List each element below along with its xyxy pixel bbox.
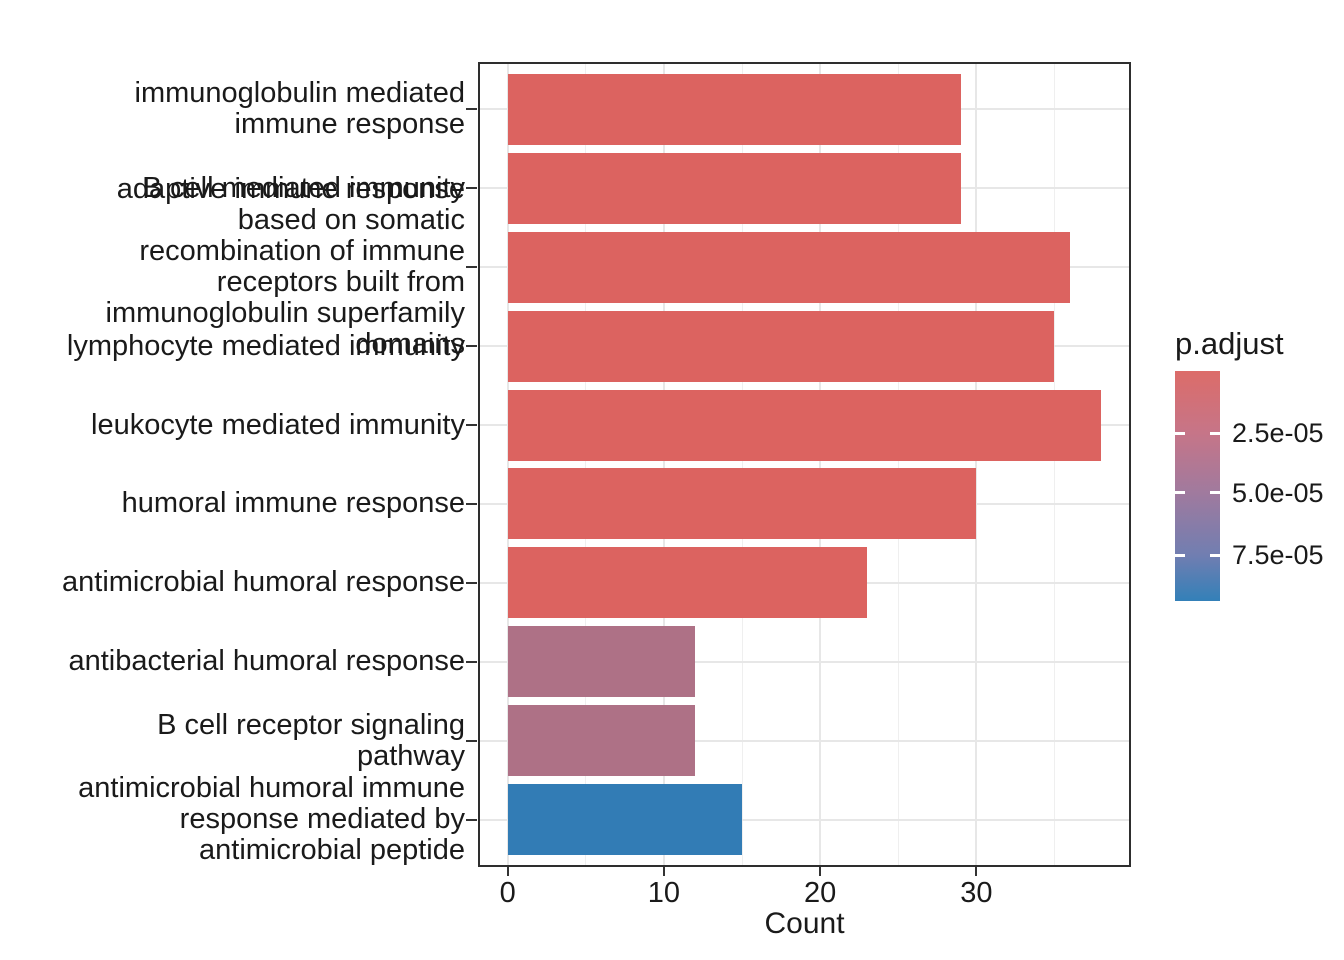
gridline-major-y xyxy=(478,739,1131,742)
y-tick-mark xyxy=(466,818,477,821)
y-tick-mark xyxy=(466,581,477,584)
legend-tick-label: 5.0e-05 xyxy=(1232,477,1324,508)
legend-tick-mark xyxy=(1175,431,1185,435)
y-axis-label: adaptive immune response based on somati… xyxy=(105,173,465,361)
x-tick-label: 10 xyxy=(647,877,681,909)
y-tick-mark xyxy=(466,660,477,663)
gridline-minor-x xyxy=(1053,62,1055,867)
x-axis-title: Count xyxy=(764,907,845,940)
bar xyxy=(507,231,1071,303)
legend-tick-mark xyxy=(1175,491,1185,495)
legend-tick-mark xyxy=(1210,491,1220,495)
y-tick-mark xyxy=(466,345,477,348)
y-axis-label: antimicrobial humoral immune response me… xyxy=(78,772,465,867)
x-tick-label: 20 xyxy=(803,877,837,909)
plot-panel xyxy=(478,62,1131,867)
bar xyxy=(507,468,977,540)
legend-gradient-bar xyxy=(1175,371,1220,601)
y-axis-label: lymphocyte mediated immunity xyxy=(66,329,465,362)
y-axis-label: immunoglobulin mediated immune response xyxy=(134,77,465,141)
gridline-minor-x xyxy=(585,62,587,867)
y-tick-mark xyxy=(466,424,477,427)
legend-tick-mark xyxy=(1175,553,1185,557)
bar xyxy=(507,784,742,856)
y-axis-label: B cell mediated immunity xyxy=(142,171,465,204)
y-axis-label: leukocyte mediated immunity xyxy=(91,408,465,441)
gridline-major-x xyxy=(506,62,509,867)
gridline-major-x xyxy=(662,62,665,867)
y-axis-label: antimicrobial humoral response xyxy=(62,566,465,599)
bar xyxy=(507,626,696,698)
legend-tick-mark xyxy=(1210,431,1220,435)
x-tick-label: 0 xyxy=(499,877,516,909)
bar xyxy=(507,152,961,224)
y-tick-mark xyxy=(466,266,477,269)
legend-tick-label: 2.5e-05 xyxy=(1232,418,1324,449)
y-tick-mark xyxy=(466,502,477,505)
gridline-minor-x xyxy=(741,62,743,867)
x-tick-mark xyxy=(662,867,665,876)
y-axis-label: antibacterial humoral response xyxy=(68,645,465,678)
bar xyxy=(507,310,1055,382)
y-axis-label: humoral immune response xyxy=(121,487,465,520)
legend-title: p.adjust xyxy=(1175,326,1284,361)
gridline-major-x xyxy=(819,62,822,867)
y-tick-mark xyxy=(466,187,477,190)
y-axis-label: B cell receptor signaling pathway xyxy=(157,708,465,772)
gridline-major-y xyxy=(478,660,1131,663)
x-tick-mark xyxy=(819,867,822,876)
x-tick-mark xyxy=(506,867,509,876)
gridline-minor-x xyxy=(897,62,899,867)
legend-tick-label: 7.5e-05 xyxy=(1232,540,1324,570)
bar xyxy=(507,705,696,777)
x-tick-mark xyxy=(975,867,978,876)
gridline-major-x xyxy=(975,62,978,867)
bar xyxy=(507,389,1102,461)
x-tick-label: 30 xyxy=(960,877,993,909)
y-tick-mark xyxy=(466,739,477,742)
y-tick-mark xyxy=(466,108,477,111)
gridline-major-y xyxy=(478,818,1131,821)
legend-tick-mark xyxy=(1210,553,1220,557)
bar xyxy=(507,73,961,145)
bar xyxy=(507,547,867,619)
